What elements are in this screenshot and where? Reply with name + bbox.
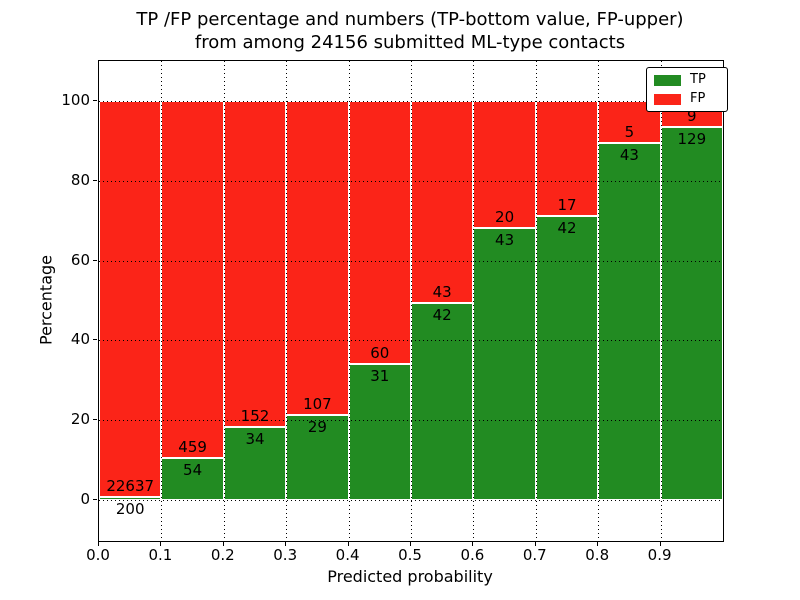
tp-count-label: 34	[245, 430, 265, 449]
tp-count-label: 29	[307, 417, 327, 436]
gridline-x-0.2	[223, 61, 225, 541]
fp-count-label: 459	[178, 438, 207, 456]
legend-label-tp: TP	[690, 72, 706, 87]
bar-tp-segment	[99, 496, 162, 500]
fp-count-label: 60	[370, 344, 390, 363]
bar-fp-segment	[161, 101, 224, 458]
y-tick-mark	[93, 259, 97, 261]
y-tick-mark	[93, 419, 97, 421]
plot-area: TP FP 22637 200 459 54 152 34 107 29 60 31 43 42 20 4…	[98, 60, 728, 542]
bar-fp-segment	[348, 101, 411, 365]
chart-title-line2: from among 24156 submitted ML-type conta…	[194, 32, 626, 53]
x-tick-mark	[222, 541, 224, 546]
x-tick-mark	[534, 541, 536, 546]
bar-tp-segment	[473, 227, 536, 500]
x-tick-label: 0.5	[398, 546, 422, 564]
legend-swatch-tp-icon	[654, 74, 681, 86]
fp-count-label: 107	[303, 394, 332, 413]
x-tick-mark	[347, 541, 349, 546]
fp-count-label: 43	[432, 282, 452, 301]
x-tick-mark	[160, 541, 162, 546]
y-tick-mark	[93, 179, 97, 181]
bar-tp-segment	[348, 364, 411, 500]
bar-fp-segment	[411, 101, 474, 303]
x-tick-mark	[472, 541, 474, 546]
tp-count-label: 31	[370, 367, 390, 386]
y-tick-label: 100	[61, 91, 90, 109]
legend-entry-fp: FP	[654, 92, 720, 106]
gridline-x-0.6	[473, 61, 475, 541]
fp-count-label: 22637	[106, 476, 155, 495]
bar-tp-segment	[598, 142, 661, 500]
tp-count-label: 42	[557, 218, 577, 237]
x-tick-mark	[285, 541, 287, 546]
y-tick-mark	[93, 339, 97, 341]
legend-entry-tp: TP	[654, 73, 720, 87]
bar-tp-segment	[161, 458, 224, 500]
tp-count-label: 43	[495, 230, 515, 249]
legend-swatch-fp-icon	[654, 93, 681, 105]
bar-fp-segment	[223, 101, 287, 428]
x-axis-label: Predicted probability	[327, 567, 493, 586]
chart-title: TP /FP percentage and numbers (TP-bottom…	[98, 8, 722, 54]
tp-count-label: 200	[115, 499, 145, 518]
gridline-x-0.5	[411, 61, 412, 541]
x-tick-mark	[98, 541, 99, 546]
x-tick-label: 0.3	[273, 546, 298, 564]
x-tick-mark	[597, 541, 599, 546]
y-tick-label: 60	[70, 250, 90, 269]
tp-count-label: 54	[183, 461, 203, 479]
x-tick-label: 0.1	[148, 546, 173, 564]
gridline-x-0.9	[660, 61, 662, 541]
bar-fp-segment	[286, 101, 349, 415]
tp-count-label: 43	[619, 145, 639, 164]
y-tick-mark	[93, 499, 97, 500]
legend: TP FP	[646, 67, 728, 112]
x-tick-label: 0.4	[335, 546, 360, 564]
x-tick-label: 0.2	[210, 546, 235, 564]
x-tick-label: 0.0	[86, 546, 110, 564]
tp-count-label: 129	[677, 130, 707, 149]
fp-count-label: 9	[687, 107, 697, 126]
x-tick-mark	[410, 541, 411, 546]
y-tick-mark	[93, 100, 97, 101]
bar-tp-segment	[286, 414, 349, 500]
y-tick-label: 20	[70, 410, 90, 429]
fp-count-label: 20	[495, 207, 515, 226]
y-tick-label: 80	[70, 170, 90, 189]
gridline-x-0.4	[348, 61, 350, 541]
gridline-x-0.1	[161, 61, 163, 541]
fp-count-label: 152	[240, 407, 270, 426]
x-tick-mark	[659, 541, 661, 546]
bar-fp-segment	[99, 101, 162, 497]
x-tick-label: 0.8	[585, 546, 610, 564]
fp-count-label: 5	[624, 122, 635, 141]
y-tick-label: 40	[70, 330, 90, 349]
gridline-x-0.3	[286, 61, 288, 541]
x-tick-label: 0.6	[460, 546, 485, 564]
y-tick-label: 0	[80, 490, 90, 508]
legend-label-fp: FP	[690, 91, 706, 106]
x-tick-label: 0.9	[647, 546, 672, 564]
fp-count-label: 17	[557, 195, 577, 214]
bar-tp-segment	[411, 302, 474, 500]
tp-count-label: 42	[432, 305, 452, 324]
bar-tp-segment	[535, 215, 599, 500]
bar-fp-segment	[535, 101, 599, 216]
gridline-x-0.8	[598, 61, 600, 541]
gridline-x-0.7	[535, 61, 537, 541]
x-tick-label: 0.7	[522, 546, 547, 564]
bar-tp-segment	[660, 127, 723, 500]
chart-title-line1: TP /FP percentage and numbers (TP-bottom…	[136, 9, 684, 30]
